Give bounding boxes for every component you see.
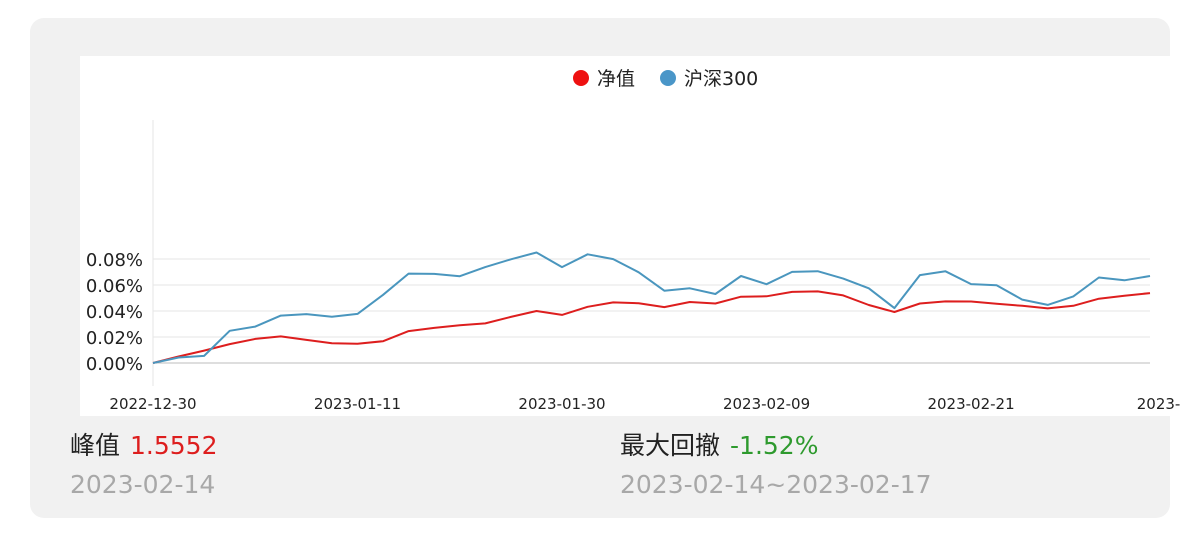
series-line-csi300 <box>152 251 1151 364</box>
peak-date: 2023-02-14 <box>70 470 216 499</box>
x-tick-label: 2023-03-0 <box>1137 395 1180 413</box>
drawdown-stat: 最大回撤 -1.52% <box>620 426 818 462</box>
chart-svg: 0.00% 0.02% 0.04% 0.06% 0.08% 2022-12-30 2023-… <box>86 68 1180 413</box>
x-tick-label: 2023-01-30 <box>518 395 605 413</box>
fund-performance-card: 0.00% 0.02% 0.04% 0.06% 0.08% 2022-12-30 2023-… <box>30 18 1180 518</box>
peak-label: 峰值 <box>70 431 121 460</box>
y-tick-label: 0.04% <box>86 302 143 323</box>
y-tick-label: 0.06% <box>86 276 143 297</box>
y-tick-label: 0.00% <box>86 354 143 375</box>
drawdown-date-range: 2023-02-14~2023-02-17 <box>620 470 932 499</box>
drawdown-value: -1.52% <box>730 431 819 460</box>
y-tick-label: 0.08% <box>86 250 143 271</box>
series-line-nav <box>152 290 1151 364</box>
x-tick-label: 2023-01-11 <box>314 395 401 413</box>
performance-chart[interactable]: 0.00% 0.02% 0.04% 0.06% 0.08% 2022-12-30 2023-… <box>80 56 1180 416</box>
legend-label-csi300: 沪深300 <box>684 68 758 90</box>
peak-stat: 峰值 1.5552 <box>70 426 218 462</box>
y-tick-label: 0.02% <box>86 328 143 349</box>
x-tick-label: 2022-12-30 <box>109 395 196 413</box>
legend-label-nav: 净值 <box>597 68 635 90</box>
x-tick-label: 2023-02-21 <box>927 395 1014 413</box>
legend-dot-nav <box>573 70 589 86</box>
legend-dot-csi300 <box>660 70 676 86</box>
x-tick-label: 2023-02-09 <box>723 395 810 413</box>
peak-value: 1.5552 <box>130 431 218 460</box>
drawdown-label: 最大回撤 <box>620 431 721 460</box>
